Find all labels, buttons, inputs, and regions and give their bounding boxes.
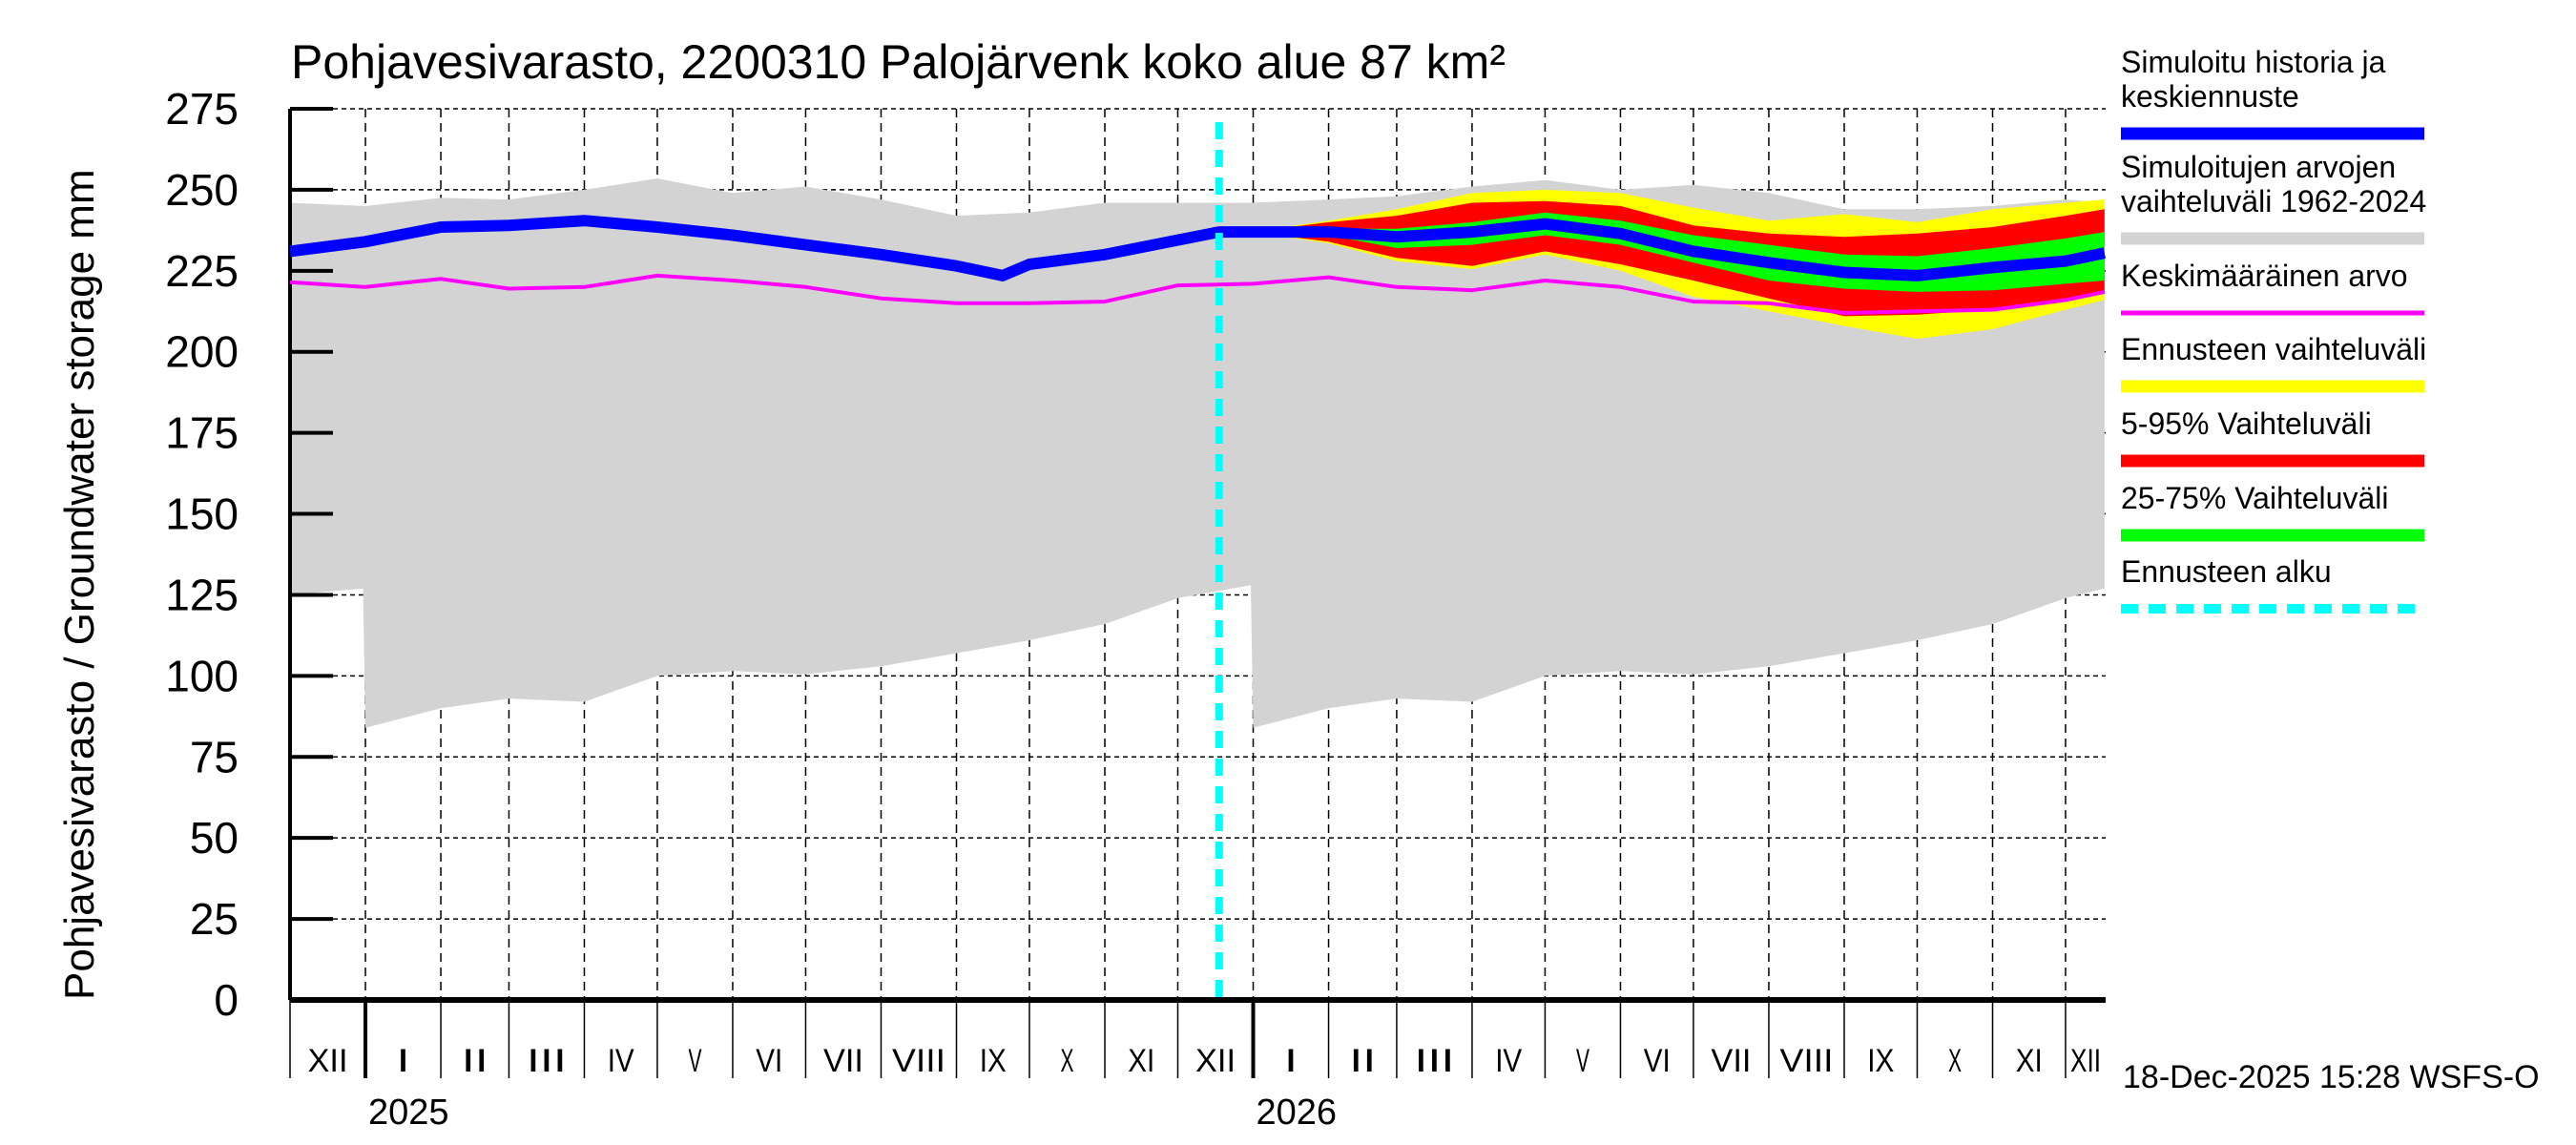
- month-label: VII: [1711, 1043, 1751, 1079]
- y-tick-label: 75: [190, 732, 239, 781]
- month-label: I: [1284, 1043, 1298, 1079]
- year-label: 2026: [1257, 1093, 1338, 1133]
- legend: Simuloitu historia jakeskiennusteSimuloi…: [2121, 45, 2426, 614]
- month-label: V: [688, 1043, 701, 1079]
- line-simuloitu-historia-ja-keskiennuste: [290, 215, 2106, 281]
- month-label: X: [1948, 1043, 1962, 1079]
- y-tick-label: 150: [165, 489, 239, 539]
- month-label: VI: [756, 1043, 782, 1079]
- legend-item: Keskimääräinen arvo: [2121, 259, 2424, 316]
- y-tick-label: 0: [214, 975, 239, 1025]
- legend-label: 5-95% Vaihteluväli: [2121, 406, 2372, 441]
- legend-label: Ennusteen alku: [2121, 554, 2332, 589]
- y-tick-label: 125: [165, 570, 239, 619]
- month-label: III: [1414, 1043, 1454, 1079]
- y-tick-label: 225: [165, 246, 239, 296]
- month-label: VII: [823, 1043, 863, 1079]
- y-tick-label: 250: [165, 165, 239, 215]
- year-label: 2025: [368, 1093, 449, 1133]
- month-label: II: [462, 1043, 488, 1079]
- month-label: VI: [1644, 1043, 1671, 1079]
- month-label: XII: [2070, 1043, 2101, 1079]
- month-label: X: [1060, 1043, 1073, 1079]
- month-label: VIII: [892, 1043, 945, 1079]
- y-tick-label: 200: [165, 327, 239, 377]
- line-layer: [290, 122, 2106, 1000]
- chart-title: Pohjavesivarasto, 2200310 Palojärvenk ko…: [291, 35, 1506, 89]
- timestamp: 18-Dec-2025 15:28 WSFS-O: [2123, 1059, 2540, 1095]
- legend-label: vaihteluväli 1962-2024: [2121, 184, 2426, 219]
- y-tick-label: 175: [165, 408, 239, 458]
- month-label: III: [527, 1043, 567, 1079]
- month-label: XI: [1128, 1043, 1154, 1079]
- month-label: IV: [1495, 1043, 1522, 1079]
- legend-item: Ennusteen vaihteluväli: [2121, 332, 2426, 393]
- month-label: VIII: [1779, 1043, 1833, 1079]
- month-label: IV: [608, 1043, 634, 1079]
- legend-item: Ennusteen alku: [2121, 554, 2424, 614]
- month-label: V: [1576, 1043, 1589, 1079]
- month-label: XII: [1195, 1043, 1236, 1079]
- month-label: II: [1349, 1043, 1376, 1079]
- month-label: IX: [980, 1043, 1007, 1079]
- y-axis-label: Pohjavesivarasto / Groundwater storage m…: [56, 169, 103, 1000]
- legend-item: 5-95% Vaihteluväli: [2121, 406, 2424, 468]
- legend-label: Simuloitujen arvojen: [2121, 150, 2396, 184]
- series-layer: [290, 178, 2105, 728]
- y-tick-label: 50: [190, 813, 239, 863]
- month-label: XII: [308, 1043, 348, 1079]
- month-label: XI: [2016, 1043, 2043, 1079]
- month-label: IX: [1867, 1043, 1894, 1079]
- y-tick-label: 25: [190, 894, 239, 944]
- line-keskim-r-inen-arvo: [290, 273, 2106, 315]
- legend-label: 25-75% Vaihteluväli: [2121, 481, 2388, 515]
- legend-label: keskiennuste: [2121, 79, 2299, 114]
- legend-label: Simuloitu historia ja: [2121, 45, 2386, 79]
- legend-label: Ennusteen vaihteluväli: [2121, 332, 2426, 366]
- y-tick-label: 100: [165, 651, 239, 700]
- band-simuloitujen-arvojen-vaihteluv-li-1962-2024: [290, 178, 2105, 728]
- legend-item: 25-75% Vaihteluväli: [2121, 481, 2424, 542]
- legend-label: Keskimääräinen arvo: [2121, 259, 2408, 293]
- y-tick-label: 275: [165, 84, 239, 134]
- month-label: I: [397, 1043, 410, 1079]
